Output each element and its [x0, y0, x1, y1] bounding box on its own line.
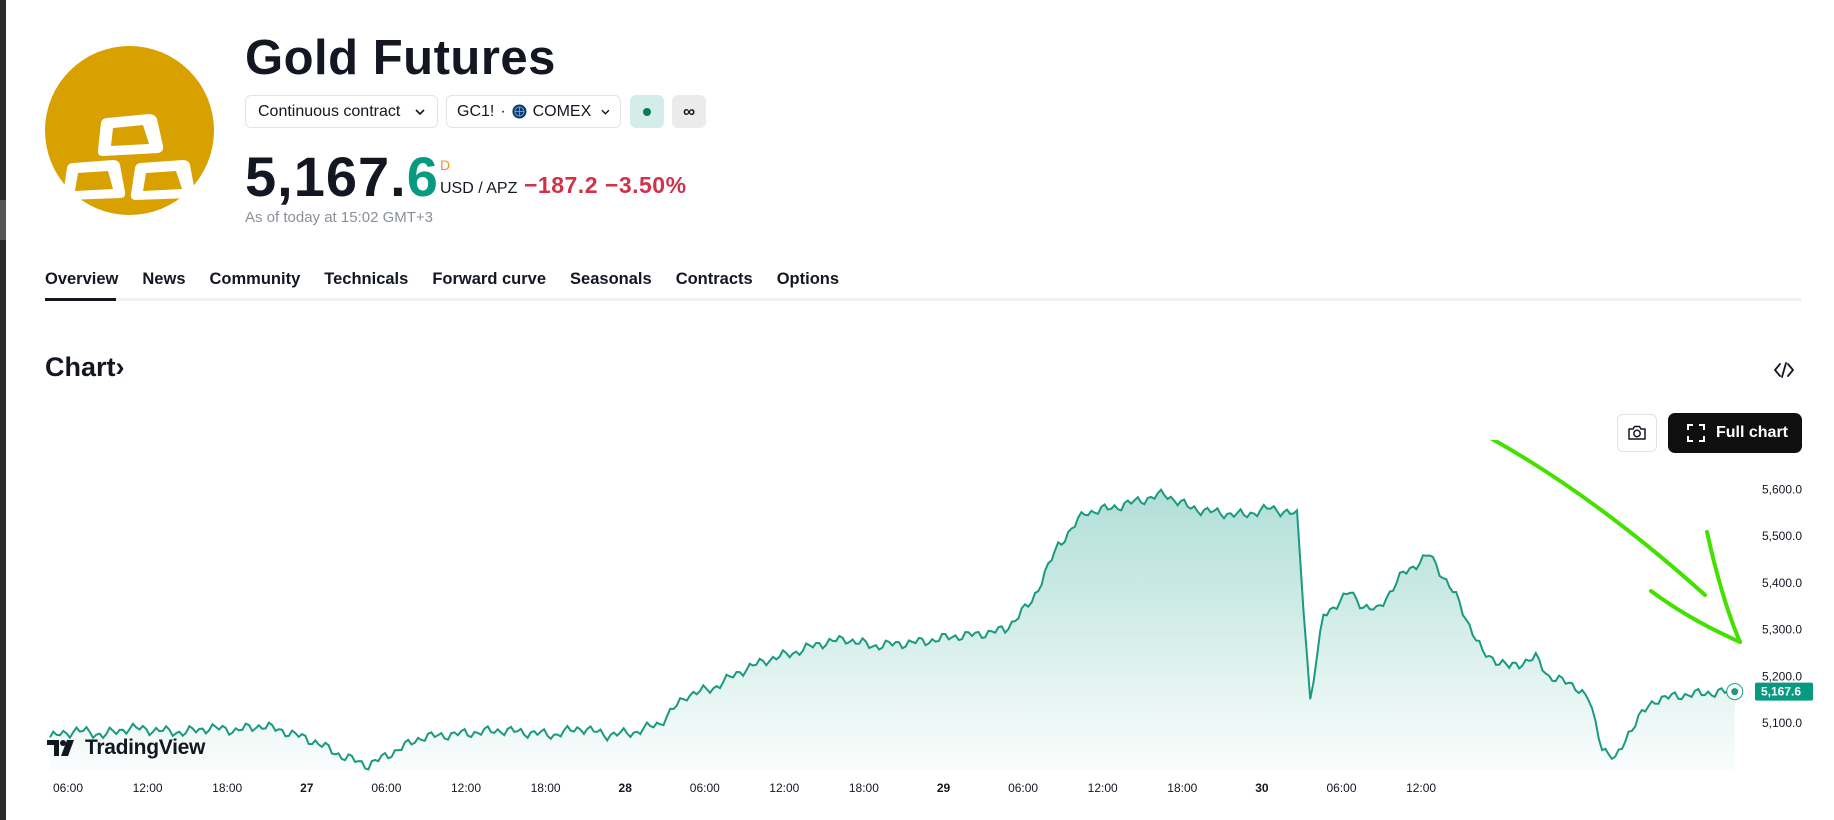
annotation-arrow-shaft [1489, 440, 1707, 597]
chart-section-heading[interactable]: Chart› [45, 352, 125, 383]
symbol-separator: · [500, 102, 506, 120]
x-tick-label: 28 [619, 781, 633, 795]
market-status-button[interactable] [630, 95, 664, 128]
x-tick-label: 12:00 [1088, 781, 1118, 795]
annotation-arrow-head-right [1705, 530, 1742, 644]
tab-contracts[interactable]: Contracts [675, 270, 753, 288]
x-tick-label: 06:00 [1326, 781, 1356, 795]
gold-bars-logo-icon [45, 46, 214, 215]
y-tick-label: 5,200.0 [1762, 670, 1802, 684]
tradingview-wordmark: TradingView [85, 736, 206, 759]
tradingview-logo-icon [47, 740, 74, 756]
tab-technicals[interactable]: Technicals [324, 270, 409, 288]
window-left-edge [0, 0, 6, 820]
y-tick-label: 5,600.0 [1762, 482, 1802, 496]
chart-area [49, 488, 1744, 771]
x-tick-label: 18:00 [1167, 781, 1197, 795]
tab-overview[interactable]: Overview [45, 270, 119, 288]
section-tabs: Overview News Community Technicals Forwa… [45, 270, 863, 300]
code-embed-icon[interactable] [1772, 358, 1796, 382]
x-tick-label: 06:00 [1008, 781, 1038, 795]
tabs-divider [45, 298, 1801, 301]
x-tick-label: 29 [937, 781, 951, 795]
y-tick-label: 5,500.0 [1762, 529, 1802, 543]
exchange-globe-icon [512, 104, 527, 119]
last-price-tag [1755, 682, 1813, 701]
y-tick-label: 5,300.0 [1762, 623, 1802, 637]
snapshot-button[interactable] [1617, 414, 1657, 452]
chevron-down-icon [601, 109, 610, 115]
price-change: −187.2 −3.50% [524, 172, 687, 199]
tab-forward-curve[interactable]: Forward curve [432, 270, 547, 288]
chevron-right-icon: › [115, 352, 125, 382]
last-price-tag-label: 5,167.6 [1761, 685, 1801, 699]
x-tick-label: 06:00 [53, 781, 83, 795]
tab-news[interactable]: News [142, 270, 186, 288]
x-tick-label: 12:00 [769, 781, 799, 795]
annotation-arrow-head-left [1649, 589, 1742, 644]
symbol-exchange-selector[interactable]: GC1! · COMEX [446, 95, 621, 128]
window-edge-notch [0, 200, 6, 240]
x-tick-label: 06:00 [371, 781, 401, 795]
tab-options[interactable]: Options [776, 270, 840, 288]
price-unit: USD / APZ [440, 180, 518, 197]
tradingview-brand[interactable]: TradingView [45, 736, 205, 760]
chart-heading-label: Chart [45, 352, 116, 382]
y-tick-label: 5,100.0 [1762, 716, 1802, 730]
price-timestamp: As of today at 15:02 GMT+3 [245, 209, 434, 226]
x-tick-label: 06:00 [690, 781, 720, 795]
infinity-icon: ∞ [682, 101, 696, 121]
tab-active-indicator [45, 298, 116, 301]
continuous-infinity-button[interactable]: ∞ [672, 95, 706, 128]
y-tick-label: 5,400.0 [1762, 576, 1802, 590]
x-tick-label: 12:00 [1406, 781, 1436, 795]
chevron-down-icon [415, 108, 425, 115]
last-point-marker [1731, 688, 1739, 696]
delayed-flag: D [440, 157, 451, 173]
annotation-arrow [1489, 440, 1742, 644]
full-chart-label: Full chart [1716, 424, 1789, 441]
camera-icon [1628, 425, 1646, 440]
x-tick-label: 18:00 [531, 781, 561, 795]
y-axis: 5,600.0 5,500.0 5,400.0 5,300.0 5,200.0 5,100… [1755, 482, 1813, 730]
exchange-name: COMEX [532, 102, 592, 120]
x-tick-label: 30 [1255, 781, 1269, 795]
series-line [49, 488, 1736, 771]
x-tick-label: 12:00 [133, 781, 163, 795]
contract-selector-label: Continuous contract [258, 102, 401, 120]
x-tick-label: 27 [300, 781, 314, 795]
last-price: 5,167.6 [245, 144, 439, 209]
x-tick-label: 18:00 [849, 781, 879, 795]
tab-seasonals[interactable]: Seasonals [570, 270, 652, 288]
x-tick-label: 18:00 [212, 781, 242, 795]
market-status-dot-icon [643, 107, 651, 116]
price-change-abs: −187.2 [524, 172, 598, 198]
x-tick-label: 12:00 [451, 781, 481, 795]
instrument-title: Gold Futures [245, 31, 556, 85]
price-change-pct: −3.50% [604, 172, 687, 198]
price-integer: 5,167. [245, 145, 407, 208]
x-axis: 06:00 12:00 18:00 27 06:00 12:00 18:00 28 06:00 1… [53, 781, 1436, 795]
full-chart-button[interactable]: Full chart [1668, 413, 1802, 453]
symbol-code: GC1! [457, 102, 495, 120]
price-decimal: 6 [406, 145, 439, 208]
price-chart[interactable]: 5,600.0 5,500.0 5,400.0 5,300.0 5,200.0 5,100… [0, 440, 1834, 820]
series-area-fill [50, 489, 1735, 770]
contract-selector[interactable]: Continuous contract [245, 95, 438, 128]
fullscreen-icon [1687, 424, 1705, 442]
tab-community[interactable]: Community [209, 270, 301, 288]
